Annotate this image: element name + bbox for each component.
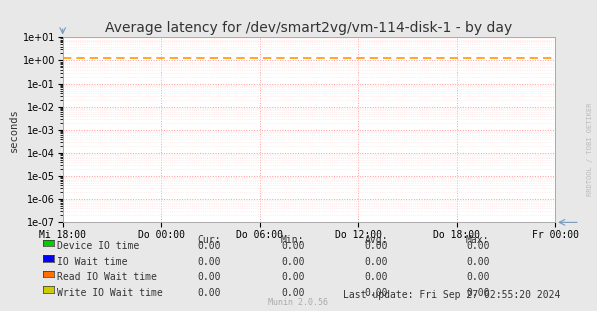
Text: 0.00: 0.00 [365, 257, 388, 267]
Text: 0.00: 0.00 [198, 257, 221, 267]
Text: Munin 2.0.56: Munin 2.0.56 [269, 298, 328, 307]
Text: 0.00: 0.00 [281, 288, 304, 298]
Text: 0.00: 0.00 [466, 257, 490, 267]
Text: 0.00: 0.00 [365, 272, 388, 282]
Text: 0.00: 0.00 [198, 272, 221, 282]
Text: Read IO Wait time: Read IO Wait time [57, 272, 157, 282]
Text: 0.00: 0.00 [281, 257, 304, 267]
Text: Write IO Wait time: Write IO Wait time [57, 288, 163, 298]
Text: 0.00: 0.00 [466, 241, 490, 251]
Text: Device IO time: Device IO time [57, 241, 140, 251]
Text: 0.00: 0.00 [466, 272, 490, 282]
Text: Cur:: Cur: [198, 235, 221, 245]
Title: Average latency for /dev/smart2vg/vm-114-disk-1 - by day: Average latency for /dev/smart2vg/vm-114… [105, 21, 513, 35]
Y-axis label: seconds: seconds [8, 108, 19, 152]
Text: IO Wait time: IO Wait time [57, 257, 128, 267]
Text: 0.00: 0.00 [281, 241, 304, 251]
Text: 0.00: 0.00 [281, 272, 304, 282]
Text: 0.00: 0.00 [198, 241, 221, 251]
Text: RRDTOOL / TOBI OETIKER: RRDTOOL / TOBI OETIKER [587, 103, 593, 196]
Text: Avg:: Avg: [365, 235, 388, 245]
Text: 0.00: 0.00 [198, 288, 221, 298]
Text: 0.00: 0.00 [365, 241, 388, 251]
Text: 0.00: 0.00 [365, 288, 388, 298]
Text: 0.00: 0.00 [466, 288, 490, 298]
Text: Min:: Min: [281, 235, 304, 245]
Text: Last update: Fri Sep 27 02:55:20 2024: Last update: Fri Sep 27 02:55:20 2024 [343, 290, 561, 300]
Text: Max:: Max: [466, 235, 490, 245]
